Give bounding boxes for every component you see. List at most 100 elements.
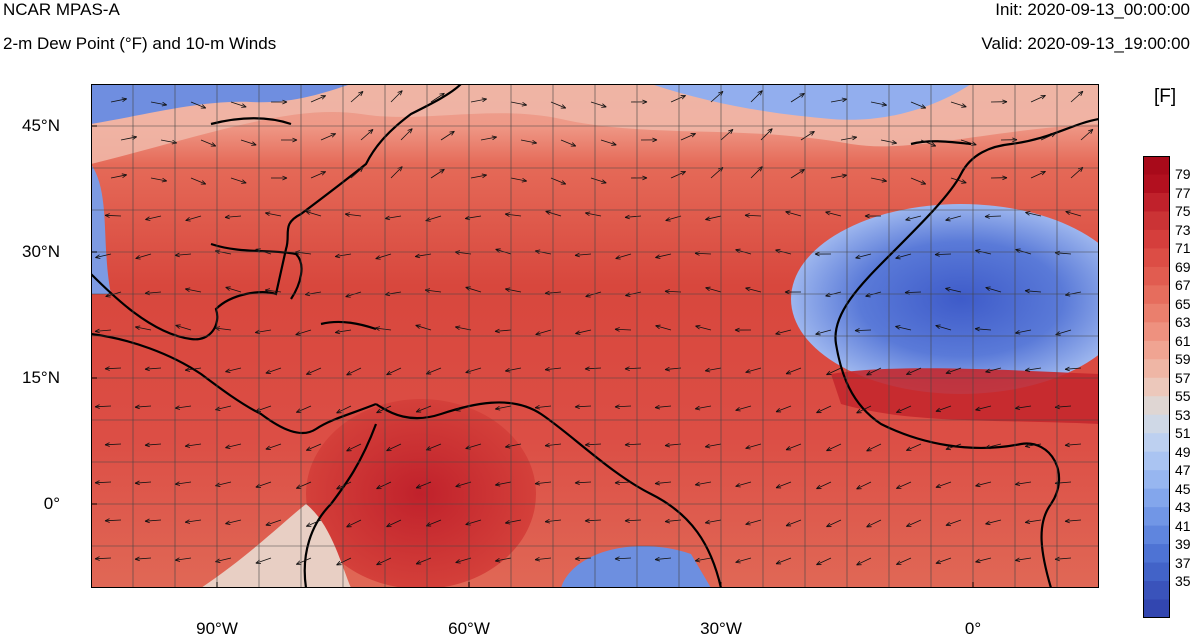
wind-arrowhead [1064, 368, 1070, 372]
wind-arrowhead [335, 332, 341, 335]
wind-arrowhead [495, 560, 501, 563]
wind-arrowhead [664, 369, 670, 372]
wind-arrowhead [360, 91, 364, 97]
wind-arrowhead [415, 256, 421, 259]
wind-arrow [985, 519, 1002, 525]
wind-arrow [310, 171, 326, 179]
wind-arrowhead [105, 296, 111, 298]
wind-arrowhead [282, 175, 288, 179]
wind-arrowhead [532, 139, 537, 144]
wind-arrow [1025, 211, 1042, 217]
wind-arrowhead [985, 447, 991, 450]
wind-arrow [855, 253, 872, 259]
wind-arrowhead [184, 443, 190, 447]
wind-arrow [785, 367, 802, 375]
wind-arrow [225, 215, 242, 218]
wind-arrow [110, 174, 127, 179]
wind-arrowhead [975, 482, 980, 487]
wind-arrowhead [544, 521, 550, 524]
colorbar-cell [1143, 266, 1170, 286]
wind-arrowhead [855, 254, 860, 259]
wind-arrowhead [826, 446, 831, 451]
wind-arrowhead [975, 558, 980, 563]
wind-arrowhead [825, 292, 830, 297]
wind-arrowhead [784, 289, 790, 293]
wind-arrowhead [544, 442, 550, 447]
wind-arrowhead [465, 524, 471, 526]
wind-arrow [306, 443, 322, 451]
wind-arrow [655, 253, 672, 258]
wind-arrow [985, 443, 1002, 449]
colorbar-cell [1143, 488, 1170, 508]
wind-arrow [800, 131, 815, 141]
wind-arrowhead [881, 180, 887, 183]
wind-arrowhead [175, 324, 181, 326]
wind-arrowhead [934, 252, 940, 255]
wind-arrowhead [175, 325, 180, 329]
wind-arrow [430, 92, 445, 103]
wind-arrow [896, 557, 912, 565]
wind-arrow [145, 443, 162, 446]
wind-arrow [465, 443, 482, 449]
wind-arrowhead [104, 520, 110, 523]
wind-arrow [145, 215, 162, 220]
wind-arrow [920, 139, 936, 147]
wind-arrow [346, 443, 362, 452]
wind-arrow [866, 367, 882, 376]
wind-arrow [655, 481, 672, 484]
wind-arrowhead [895, 325, 901, 327]
wind-arrow [815, 329, 832, 335]
wind-arrowhead [584, 518, 590, 522]
wind-arrowhead [104, 213, 110, 216]
wind-arrowhead [602, 179, 607, 184]
wind-arrowhead [305, 211, 310, 215]
wind-arrowhead [826, 522, 831, 527]
wind-arrowhead [775, 249, 780, 254]
wind-arrow [665, 443, 682, 446]
wind-arrowhead [945, 216, 950, 221]
wind-arrow [320, 133, 336, 141]
wind-arrowhead [505, 519, 510, 524]
cuba [320, 320, 377, 331]
wind-arrow [830, 98, 847, 103]
wind-arrow [265, 289, 282, 293]
wind-arrow [135, 326, 152, 331]
wind-arrowhead [728, 128, 734, 132]
wind-arrow [535, 250, 552, 255]
wind-arrowhead [104, 214, 110, 218]
wind-arrow [200, 139, 216, 147]
wind-arrow [896, 405, 912, 413]
wind-arrow [95, 481, 112, 484]
wind-arrow [1065, 443, 1082, 446]
wind-arrow [306, 519, 322, 527]
wind-arrow [160, 139, 177, 144]
wind-arrow [415, 324, 432, 331]
wind-arrowhead [584, 442, 590, 446]
wind-arrowhead [135, 325, 141, 328]
wind-arrowhead [705, 286, 711, 289]
wind-arrow [385, 215, 402, 219]
wind-arrowhead [282, 177, 288, 181]
wind-arrow [856, 405, 872, 414]
wind-arrowhead [336, 560, 341, 566]
wind-arrowhead [104, 366, 110, 370]
wind-arrowhead [664, 521, 670, 524]
wind-arrow [856, 481, 872, 490]
colorbar-label: 61 [1175, 332, 1191, 349]
wind-arrowhead [376, 484, 381, 490]
wind-arrow [135, 481, 152, 484]
colorbar-label: 47 [1175, 462, 1191, 479]
wind-arrow [386, 519, 402, 528]
wind-arrowhead [534, 404, 540, 409]
wind-arrowhead [346, 446, 351, 452]
wind-arrowhead [225, 286, 231, 288]
wind-arrow [215, 327, 232, 331]
wind-arrow [535, 329, 552, 335]
wind-arrowhead [451, 131, 455, 136]
wind-arrowhead [974, 326, 980, 330]
wind-arrowhead [370, 129, 374, 135]
colorbar-cell [1143, 470, 1170, 490]
wind-arrowhead [655, 325, 660, 330]
wind-arrow [345, 213, 362, 217]
wind-arrow [305, 210, 322, 217]
